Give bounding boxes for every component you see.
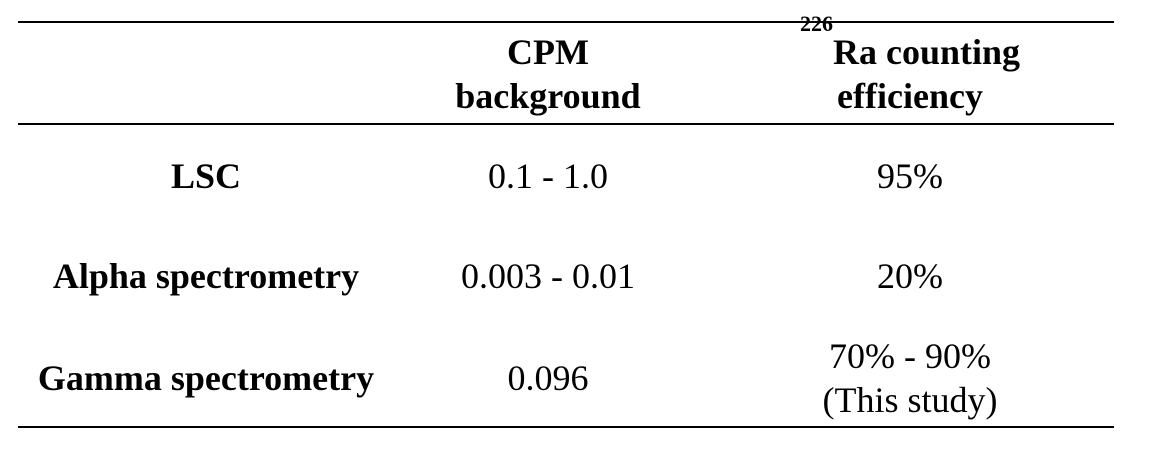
header-cpm-background: CPM background bbox=[400, 30, 696, 118]
row-efficiency-gamma-line2: (This study) bbox=[822, 380, 998, 420]
header-efficiency-text1: Ra counting bbox=[832, 32, 1021, 72]
row-efficiency-alpha-line1: 20% bbox=[877, 256, 943, 296]
row-cpm-alpha: 0.003 - 0.01 bbox=[461, 256, 635, 296]
table-bottom-rule bbox=[18, 426, 1114, 428]
table-header-rule bbox=[18, 123, 1114, 125]
row-cpm-gamma: 0.096 bbox=[507, 358, 589, 398]
isotope-superscript: 226 bbox=[799, 11, 833, 36]
header-efficiency-line1: 226Ra counting bbox=[700, 13, 1120, 74]
row-label-alpha: Alpha spectrometry bbox=[52, 256, 360, 296]
row-label-lsc: LSC bbox=[170, 156, 242, 196]
row-efficiency-lsc: 95% bbox=[700, 154, 1120, 198]
row-cpm-lsc: 0.1 - 1.0 bbox=[488, 156, 608, 196]
row-efficiency-lsc-line1: 95% bbox=[877, 156, 943, 196]
row-efficiency-gamma: 70% - 90% (This study) bbox=[700, 334, 1120, 422]
table-top-rule bbox=[18, 21, 1114, 23]
row-efficiency-alpha: 20% bbox=[700, 254, 1120, 298]
row-efficiency-gamma-line1: 70% - 90% bbox=[829, 336, 991, 376]
header-efficiency-line2: efficiency bbox=[837, 76, 983, 116]
header-cpm-line1: CPM bbox=[507, 32, 589, 72]
header-cpm-line2: background bbox=[455, 76, 641, 116]
row-label-gamma: Gamma spectrometry bbox=[37, 358, 375, 398]
header-counting-efficiency: 226Ra counting efficiency bbox=[700, 13, 1120, 118]
